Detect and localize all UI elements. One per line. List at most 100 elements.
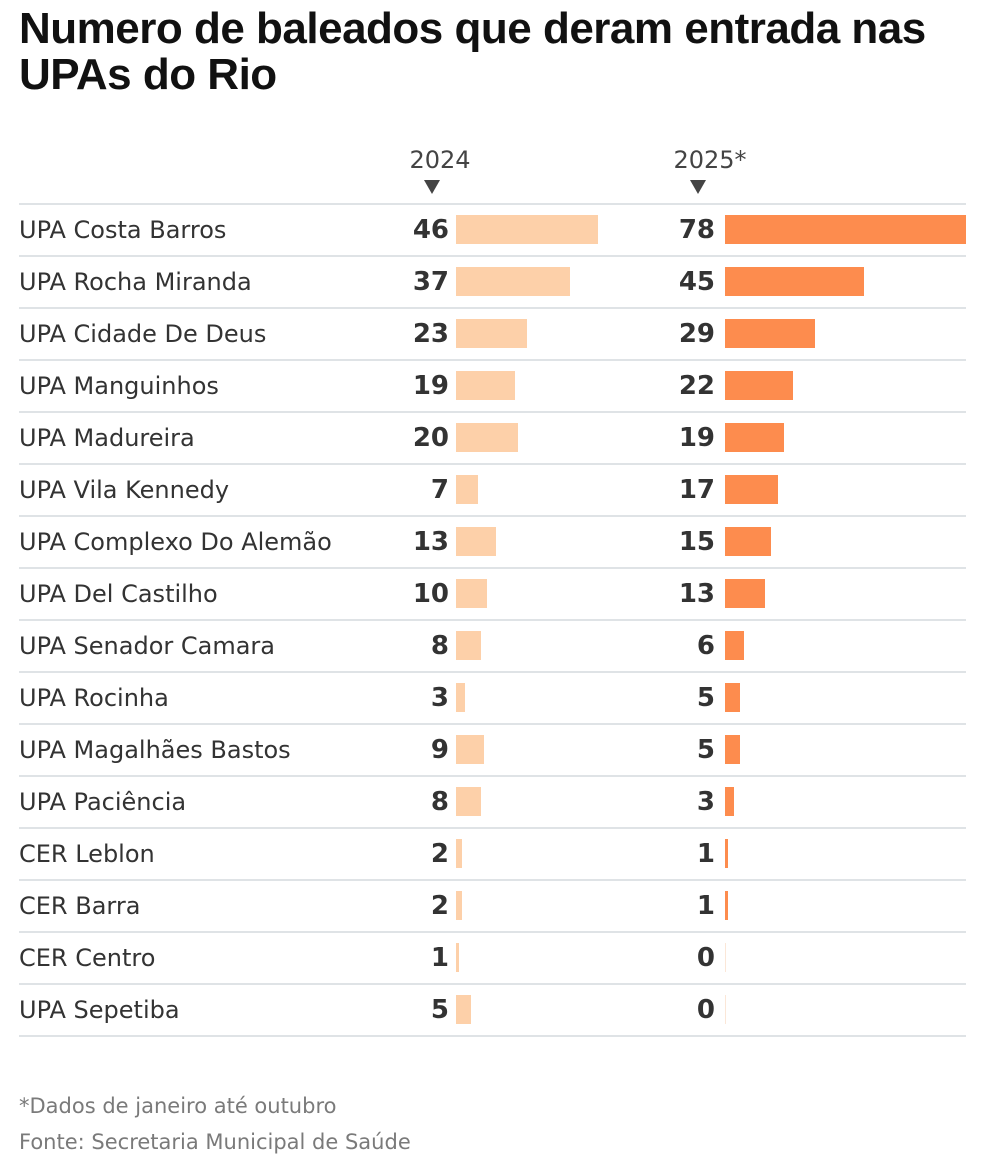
table-row: UPA Costa Barros 46 78 <box>19 205 966 257</box>
data-label-2025: 5 <box>696 735 715 765</box>
row-label: UPA Paciência <box>19 788 187 816</box>
bar-2025 <box>725 683 741 712</box>
bar-2024 <box>456 683 466 712</box>
data-label-2024: 5 <box>430 995 449 1025</box>
data-label-2025: 22 <box>678 371 715 401</box>
table-row: UPA Cidade De Deus 23 29 <box>19 309 966 361</box>
bar-2024 <box>456 319 528 348</box>
table-row: UPA Magalhães Bastos 9 5 <box>19 725 966 777</box>
bar-2025 <box>725 995 726 1024</box>
data-label-2025: 1 <box>696 839 715 869</box>
bar-2025 <box>725 319 815 348</box>
data-label-2025: 78 <box>678 215 715 245</box>
bar-2025 <box>725 527 772 556</box>
bar-2024 <box>456 527 497 556</box>
bar-2024 <box>456 371 515 400</box>
bar-2025 <box>725 839 729 868</box>
row-label: UPA Complexo Do Alemão <box>19 528 332 556</box>
bar-2025 <box>725 943 726 972</box>
row-label: UPA Manguinhos <box>19 372 219 400</box>
row-label: CER Centro <box>19 944 156 972</box>
bar-2024 <box>456 475 478 504</box>
data-label-2025: 6 <box>696 631 715 661</box>
row-label: UPA Rocha Miranda <box>19 268 252 296</box>
bar-2024 <box>456 267 571 296</box>
data-label-2024: 20 <box>412 423 449 453</box>
bar-2024 <box>456 891 463 920</box>
data-label-2025: 45 <box>678 267 715 297</box>
row-label: UPA Rocinha <box>19 684 169 712</box>
column-header-2024: 2024 <box>400 146 480 174</box>
chart-title: Numero de baleados que deram entrada nas… <box>19 4 926 99</box>
data-label-2024: 23 <box>412 319 449 349</box>
data-label-2024: 10 <box>412 579 449 609</box>
data-label-2025: 15 <box>678 527 715 557</box>
data-label-2024: 2 <box>430 839 449 869</box>
row-label: UPA Cidade De Deus <box>19 320 267 348</box>
bar-2025 <box>725 579 766 608</box>
row-label: UPA Madureira <box>19 424 195 452</box>
bar-2024 <box>456 943 460 972</box>
row-label: UPA Vila Kennedy <box>19 476 230 504</box>
data-label-2024: 7 <box>430 475 449 505</box>
bar-2024 <box>456 423 518 452</box>
bar-2025 <box>725 475 778 504</box>
data-label-2025: 5 <box>696 683 715 713</box>
data-label-2025: 17 <box>678 475 715 505</box>
row-label: UPA Sepetiba <box>19 996 180 1024</box>
table-row: UPA Manguinhos 19 22 <box>19 361 966 413</box>
bar-2024 <box>456 787 481 816</box>
data-label-2024: 19 <box>412 371 449 401</box>
row-label: UPA Costa Barros <box>19 216 227 244</box>
data-label-2024: 37 <box>412 267 449 297</box>
data-label-2025: 0 <box>696 995 715 1025</box>
bar-2025 <box>725 891 729 920</box>
header-divider <box>19 203 966 205</box>
data-label-2024: 1 <box>430 943 449 973</box>
data-label-2024: 13 <box>412 527 449 557</box>
bar-2025 <box>725 423 784 452</box>
bar-2024 <box>456 215 599 244</box>
chart-rows: UPA Costa Barros 46 78 UPA Rocha Miranda 37 4… <box>0 205 984 1037</box>
bar-2025 <box>725 215 966 244</box>
footnote: *Dados de janeiro até outubro <box>19 1094 337 1118</box>
data-label-2025: 3 <box>696 787 715 817</box>
table-row: UPA Paciência 8 3 <box>19 777 966 829</box>
bar-2025 <box>725 631 744 660</box>
data-label-2024: 9 <box>430 735 449 765</box>
bar-2025 <box>725 787 735 816</box>
column-header-2025-label: 2025* <box>673 146 747 174</box>
bar-2025 <box>725 371 793 400</box>
table-row: UPA Rocinha 3 5 <box>19 673 966 725</box>
bar-2024 <box>456 631 481 660</box>
table-row: CER Leblon 2 1 <box>19 829 966 881</box>
source-note: Fonte: Secretaria Municipal de Saúde <box>19 1130 411 1154</box>
bar-2025 <box>725 735 741 764</box>
data-label-2025: 13 <box>678 579 715 609</box>
bar-2024 <box>456 579 487 608</box>
row-label: CER Leblon <box>19 840 155 868</box>
table-row: UPA Complexo Do Alemão 13 15 <box>19 517 966 569</box>
table-row: CER Centro 1 0 <box>19 933 966 985</box>
data-label-2025: 29 <box>678 319 715 349</box>
table-row: CER Barra 2 1 <box>19 881 966 933</box>
table-row: UPA Sepetiba 5 0 <box>19 985 966 1037</box>
data-label-2024: 46 <box>412 215 449 245</box>
table-row: UPA Madureira 20 19 <box>19 413 966 465</box>
down-arrow-icon <box>424 180 440 194</box>
table-row: UPA Del Castilho 10 13 <box>19 569 966 621</box>
data-label-2025: 0 <box>696 943 715 973</box>
row-label: CER Barra <box>19 892 141 920</box>
bar-2024 <box>456 735 484 764</box>
row-label: UPA Del Castilho <box>19 580 218 608</box>
row-label: UPA Magalhães Bastos <box>19 736 291 764</box>
row-label: UPA Senador Camara <box>19 632 276 660</box>
data-label-2024: 3 <box>430 683 449 713</box>
column-header-2024-label: 2024 <box>409 146 471 174</box>
table-row: UPA Senador Camara 8 6 <box>19 621 966 673</box>
bar-2024 <box>456 839 463 868</box>
data-label-2025: 19 <box>678 423 715 453</box>
column-header-2025: 2025* <box>665 146 755 174</box>
bar-2025 <box>725 267 865 296</box>
data-label-2025: 1 <box>696 891 715 921</box>
